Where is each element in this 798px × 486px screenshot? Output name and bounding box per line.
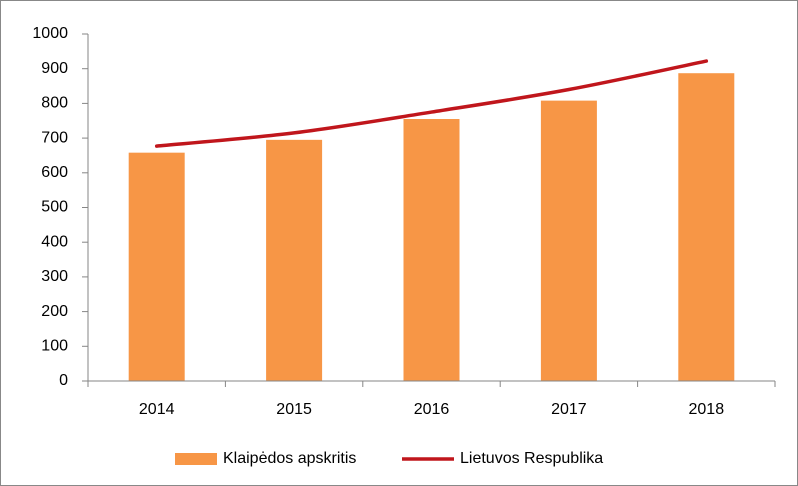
x-tick-label: 2016 bbox=[414, 401, 450, 418]
x-tick-label: 2017 bbox=[551, 401, 587, 418]
bar bbox=[266, 139, 323, 381]
y-tick-label: 500 bbox=[41, 199, 68, 216]
y-tick-label: 100 bbox=[41, 338, 68, 355]
bar bbox=[403, 119, 460, 381]
y-tick-label: 200 bbox=[41, 303, 68, 320]
y-tick-label: 400 bbox=[41, 233, 68, 250]
y-tick-label: 700 bbox=[41, 129, 68, 146]
y-tick-label: 1000 bbox=[32, 25, 68, 42]
bar bbox=[128, 152, 185, 381]
line bbox=[154, 59, 709, 148]
x-tick-label: 2018 bbox=[689, 401, 725, 418]
legend-label: Lietuvos Respublika bbox=[460, 450, 603, 467]
y-tick-label: 800 bbox=[41, 95, 68, 112]
legend-swatch bbox=[175, 453, 217, 465]
legend-label: Klaipėdos apskritis bbox=[223, 450, 356, 467]
x-tick-label: 2015 bbox=[276, 401, 312, 418]
y-tick-label: 300 bbox=[41, 268, 68, 285]
bar bbox=[678, 73, 735, 381]
y-tick-label: 900 bbox=[41, 60, 68, 77]
y-tick-label: 0 bbox=[59, 372, 68, 389]
bar bbox=[540, 100, 597, 382]
y-tick-label: 600 bbox=[41, 164, 68, 181]
x-tick-label: 2014 bbox=[139, 401, 175, 418]
